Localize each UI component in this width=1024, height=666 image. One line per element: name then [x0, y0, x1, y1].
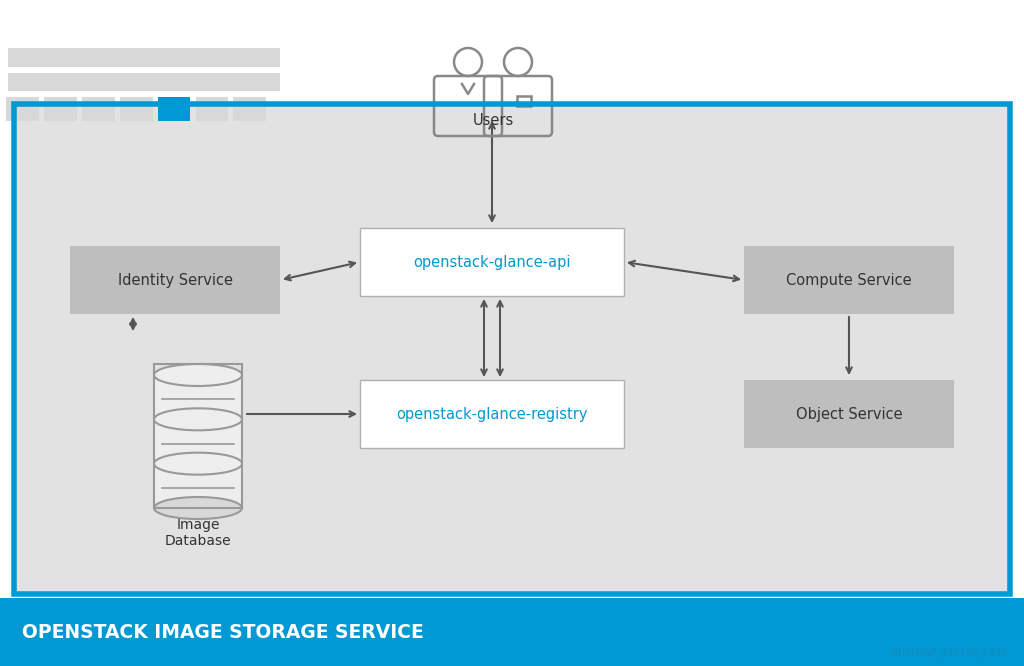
FancyBboxPatch shape — [70, 246, 280, 314]
Bar — [8, 73, 280, 91]
Bar — [154, 420, 242, 464]
Bar — [196, 97, 228, 121]
Text: OPENSTACK IMAGE STORAGE SERVICE: OPENSTACK IMAGE STORAGE SERVICE — [22, 623, 424, 641]
Bar — [233, 97, 266, 121]
Text: openstack-glance-api: openstack-glance-api — [414, 254, 570, 270]
Bar — [14, 104, 1010, 594]
Text: Identity Service: Identity Service — [118, 272, 232, 288]
Bar — [14, 104, 1010, 594]
Bar — [8, 48, 280, 67]
Bar — [158, 97, 190, 121]
FancyBboxPatch shape — [744, 246, 954, 314]
Bar — [154, 364, 242, 508]
Text: Image
Database: Image Database — [165, 518, 231, 548]
Text: Users: Users — [472, 113, 514, 128]
Text: Compute Service: Compute Service — [786, 272, 911, 288]
Text: openstack-glance-registry: openstack-glance-registry — [396, 406, 588, 422]
FancyBboxPatch shape — [744, 380, 954, 448]
Bar — [44, 97, 77, 121]
Bar — [6, 97, 39, 121]
Ellipse shape — [154, 453, 242, 475]
Bar — [120, 97, 153, 121]
FancyBboxPatch shape — [360, 380, 624, 448]
Bar — [154, 464, 242, 508]
Ellipse shape — [154, 364, 242, 386]
Bar — [154, 375, 242, 420]
Text: RHELOSP_347192_1015: RHELOSP_347192_1015 — [891, 647, 1008, 659]
Ellipse shape — [154, 408, 242, 430]
Bar — [0, 598, 1024, 666]
Ellipse shape — [154, 497, 242, 519]
Bar — [82, 97, 115, 121]
Text: Object Service: Object Service — [796, 406, 902, 422]
FancyBboxPatch shape — [360, 228, 624, 296]
